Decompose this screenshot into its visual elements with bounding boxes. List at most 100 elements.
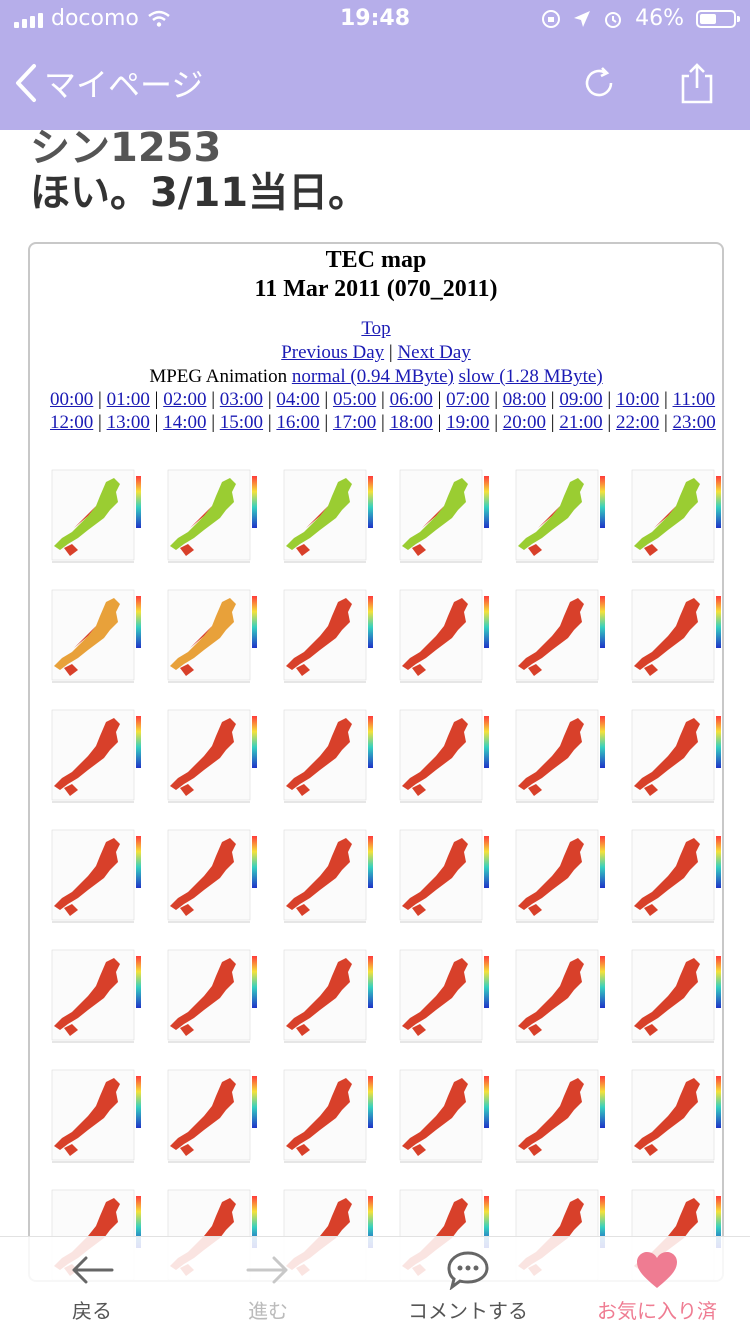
hour-link[interactable]: 18:00 [389, 412, 433, 433]
tec-map-thumbnail [624, 938, 722, 1058]
forward-nav-label: 進む [248, 1299, 288, 1323]
back-nav-button[interactable]: 戻る [22, 1245, 162, 1324]
tec-map-thumbnail [624, 458, 722, 578]
hour-link[interactable]: 10:00 [615, 389, 660, 410]
favorite-button[interactable]: お気に入り済 [586, 1245, 728, 1324]
tec-map-thumbnail [44, 458, 156, 578]
tec-map-thumbnail [44, 1058, 156, 1178]
hour-separator: | [546, 412, 560, 433]
clock: 19:48 [339, 6, 411, 31]
tec-map-thumbnail [392, 578, 504, 698]
hour-link[interactable]: 20:00 [502, 412, 547, 433]
reload-button[interactable] [574, 58, 624, 108]
hour-link[interactable]: 16:00 [276, 412, 320, 433]
hour-separator: | [659, 389, 673, 410]
tec-map-thumbnail [392, 698, 504, 818]
previous-day-link[interactable]: Previous Day [281, 342, 385, 363]
location-icon [574, 10, 591, 27]
hour-link[interactable]: 02:00 [163, 389, 207, 410]
forward-nav-button[interactable]: 進む [198, 1245, 338, 1324]
tec-map-thumbnail [44, 938, 156, 1058]
tec-map-thumbnail [160, 578, 272, 698]
tec-map-thumbnail [160, 458, 272, 578]
tec-map-thumbnail [44, 818, 156, 938]
hour-link[interactable]: 00:00 [50, 389, 94, 410]
hour-separator: | [489, 389, 503, 410]
tec-map-thumbnail [624, 698, 722, 818]
tec-map-thumbnail [624, 1058, 722, 1178]
hour-separator: | [376, 389, 390, 410]
comment-label: コメントする [408, 1299, 528, 1323]
tec-map-thumbnail [392, 938, 504, 1058]
alarm-icon [605, 11, 622, 28]
hour-link[interactable]: 11:00 [672, 389, 716, 410]
hour-link[interactable]: 17:00 [332, 412, 377, 433]
tec-map-thumbnail [392, 458, 504, 578]
battery-percent: 46% [635, 6, 684, 31]
hour-link[interactable]: 04:00 [276, 389, 320, 410]
hour-link[interactable]: 12:00 [50, 412, 94, 433]
hour-separator: | [659, 412, 673, 433]
share-button[interactable] [672, 58, 722, 108]
tec-map-thumbnail [508, 578, 620, 698]
hour-separator: | [206, 389, 220, 410]
next-day-link[interactable]: Next Day [397, 342, 471, 363]
hour-link[interactable]: 19:00 [446, 412, 490, 433]
tec-map-thumbnail [392, 1058, 504, 1178]
hour-link[interactable]: 07:00 [446, 389, 490, 410]
tec-map-thumbnail [624, 818, 722, 938]
bottom-toolbar: 戻る 進む コメントする お気に入り済 [0, 1236, 750, 1335]
hour-link[interactable]: 21:00 [559, 412, 603, 433]
back-button[interactable]: マイページ [14, 60, 203, 106]
hour-link[interactable]: 09:00 [559, 389, 603, 410]
nav-bar: マイページ [0, 40, 750, 130]
hour-link[interactable]: 14:00 [163, 412, 207, 433]
back-nav-label: 戻る [72, 1299, 112, 1323]
tec-map-thumbnail [508, 458, 620, 578]
status-bar: docomo 19:48 46% [0, 0, 750, 40]
signal-icon [14, 10, 43, 28]
wifi-icon [148, 10, 170, 27]
heart-icon [637, 1252, 677, 1288]
hour-link[interactable]: 15:00 [219, 412, 264, 433]
tec-map-thumbnail [508, 818, 620, 938]
tec-map-thumbnail [160, 698, 272, 818]
hour-separator: | [149, 389, 164, 410]
hour-link[interactable]: 22:00 [615, 412, 660, 433]
reload-icon [585, 67, 613, 97]
hour-link[interactable]: 08:00 [502, 389, 547, 410]
mpeg-normal-link[interactable]: normal (0.94 MByte) [291, 366, 454, 387]
tec-map-thumbnail [160, 818, 272, 938]
comment-bubble-icon [447, 1251, 489, 1290]
hour-separator: | [263, 412, 277, 433]
hour-link[interactable]: 06:00 [389, 389, 433, 410]
chevron-left-icon [16, 64, 36, 102]
rotation-lock-icon [542, 9, 561, 28]
comment-button[interactable]: コメントする [388, 1245, 548, 1324]
hour-separator: | [319, 389, 333, 410]
tec-map-thumbnail [508, 938, 620, 1058]
top-link[interactable]: Top [361, 318, 391, 339]
tec-map-thumbnail [624, 578, 722, 698]
hour-separator: | [149, 412, 164, 433]
mpeg-label: MPEG Animation [149, 366, 288, 387]
hour-link[interactable]: 05:00 [332, 389, 377, 410]
tec-map-thumbnail [276, 938, 388, 1058]
mpeg-slow-link[interactable]: slow (1.28 MByte) [458, 366, 603, 387]
carrier-name: docomo [51, 6, 139, 31]
tec-map-thumbnail [392, 818, 504, 938]
hour-separator: | [602, 412, 616, 433]
battery-icon [696, 9, 740, 28]
hour-separator: | [432, 389, 447, 410]
hour-link[interactable]: 01:00 [106, 389, 150, 410]
post-title: ほい。3/11当日。 [30, 170, 369, 216]
hour-link[interactable]: 23:00 [672, 412, 716, 433]
hour-link[interactable]: 03:00 [219, 389, 264, 410]
tec-map-thumbnail [276, 578, 388, 698]
hour-link[interactable]: 13:00 [106, 412, 150, 433]
arrow-left-icon [72, 1256, 114, 1284]
tec-date: 11 Mar 2011 (070_2011) [254, 276, 498, 302]
top-bar: docomo 19:48 46% マイページ [0, 0, 750, 130]
hour-separator: | [602, 389, 616, 410]
favorite-label: お気に入り済 [597, 1299, 717, 1323]
